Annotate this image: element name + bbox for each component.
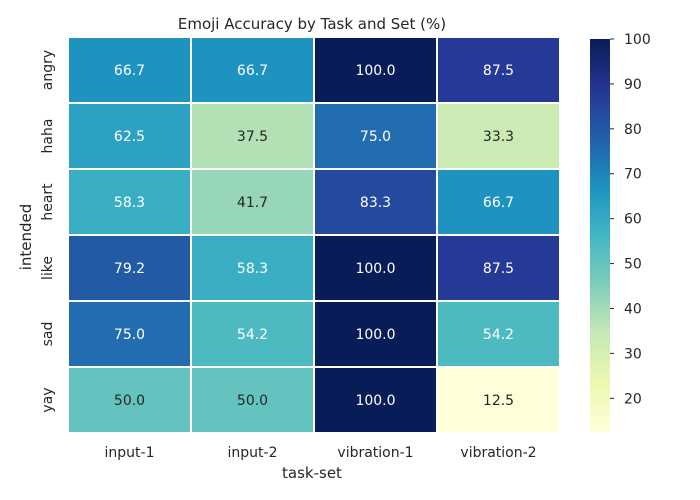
cell-value-label: 75.0 [114,327,145,343]
heatmap-cell [436,234,561,302]
cell-value-label: 37.5 [237,129,268,145]
heatmap-cell [313,366,438,434]
y-tick-label: heart [40,183,56,221]
colorbar-tick-label: 30 [624,346,642,362]
x-tick-label: vibration-1 [337,445,413,461]
heatmap-cell [436,366,561,434]
x-tick-label: vibration-2 [460,445,536,461]
colorbar-tick-label: 20 [624,391,642,407]
cell-value-label: 66.7 [114,63,145,79]
y-tick-label: yay [40,387,56,412]
chart-title: Emoji Accuracy by Task and Set (%) [178,15,446,33]
heatmap-cell [436,102,561,170]
cell-value-label: 62.5 [114,129,145,145]
colorbar-tick-label: 40 [624,301,642,317]
heatmap-cell [190,366,315,434]
heatmap-cell [190,36,315,104]
cell-value-label: 87.5 [483,261,514,277]
colorbar-tick-label: 100 [624,32,651,48]
heatmap-cell [436,300,561,368]
x-axis-label: task-set [282,464,342,482]
y-tick-label: like [40,256,56,280]
cell-value-label: 100.0 [355,261,395,277]
cell-value-label: 41.7 [237,195,268,211]
cell-value-label: 50.0 [114,393,145,409]
heatmap-cell [436,168,561,236]
cell-value-label: 100.0 [355,63,395,79]
heatmap-cell [436,36,561,104]
heatmap-cell [67,300,192,368]
y-tick-label: sad [40,322,56,347]
cell-value-label: 50.0 [237,393,268,409]
cell-value-label: 100.0 [355,393,395,409]
colorbar-tick-label: 90 [624,77,642,93]
cell-value-label: 54.2 [483,327,514,343]
x-tick-labels: input-1 input-2 vibration-1 vibration-2 [105,445,537,461]
cell-value-label: 58.3 [237,261,268,277]
x-tick-label: input-2 [228,445,278,461]
y-tick-label: angry [40,50,56,90]
cell-value-label: 87.5 [483,63,514,79]
heatmap-cell [67,366,192,434]
cell-value-label: 83.3 [360,195,391,211]
cell-value-label: 66.7 [483,195,514,211]
cell-value-label: 58.3 [114,195,145,211]
heatmap-cells: 66.7 66.7 100.0 87.5 62.5 37.5 75.0 33.3 58.3 41.… [67,36,561,434]
y-tick-labels: angry haha heart like sad yay [40,50,56,413]
heatmap-cell [190,300,315,368]
heatmap-cell [67,36,192,104]
cell-value-label: 33.3 [483,129,514,145]
colorbar [590,39,610,432]
colorbar-tick-label: 50 [624,257,642,273]
heatmap-cell [190,234,315,302]
cell-value-label: 54.2 [237,327,268,343]
colorbar-tick-labels: 20 30 40 50 60 70 80 90 100 [610,32,651,407]
cell-value-label: 100.0 [355,327,395,343]
colorbar-tick-label: 80 [624,122,642,138]
cell-value-label: 66.7 [237,63,268,79]
x-tick-label: input-1 [105,445,155,461]
colorbar-tick-label: 60 [624,212,642,228]
y-tick-label: haha [40,119,56,154]
cell-value-label: 79.2 [114,261,145,277]
cell-value-label: 75.0 [360,129,391,145]
heatmap-cell [190,168,315,236]
colorbar-tick-label: 70 [624,167,642,183]
cell-value-label: 12.5 [483,393,514,409]
heatmap-cell [313,300,438,368]
heatmap-cell [190,102,315,170]
y-axis-label: intended [17,204,35,271]
